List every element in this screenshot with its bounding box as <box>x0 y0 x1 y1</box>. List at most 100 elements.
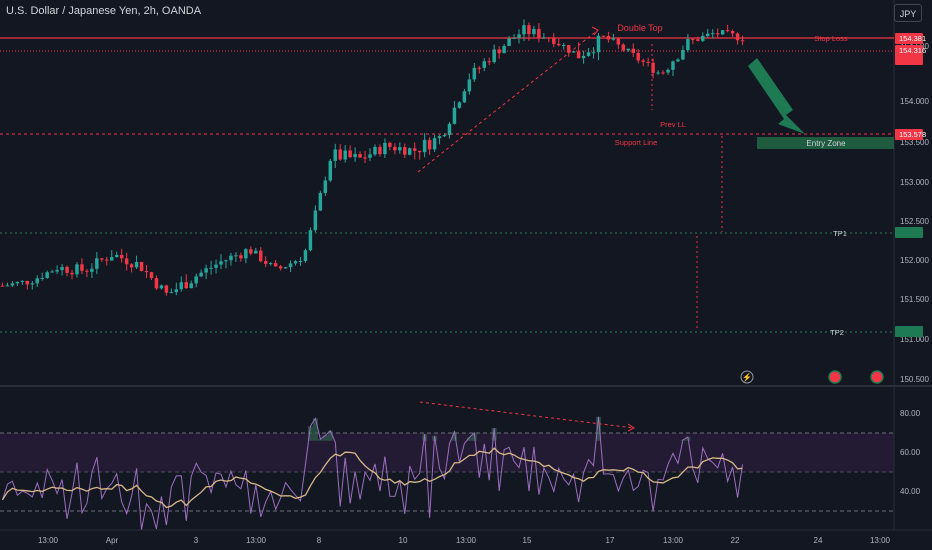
candle-body <box>114 254 119 258</box>
candle-body <box>348 150 352 158</box>
candle-body <box>691 39 695 41</box>
candle-body <box>393 146 397 151</box>
prev-ll-label: Prev LL <box>660 120 686 129</box>
candle-body <box>557 43 561 46</box>
candle-body <box>388 142 392 147</box>
candle-body <box>502 46 506 54</box>
candle-body <box>184 282 188 289</box>
candle-body <box>671 61 675 70</box>
price-tick: 153.000 <box>900 178 929 187</box>
candle-body <box>442 134 447 137</box>
rsi-divergence-arrow <box>627 423 635 432</box>
currency-button[interactable]: JPY <box>894 4 922 22</box>
candle-body <box>50 271 54 273</box>
time-tick: Apr <box>106 536 119 545</box>
candle-body <box>263 261 268 264</box>
event-icon[interactable] <box>870 370 884 384</box>
candle-body <box>437 136 442 139</box>
candle-body <box>110 257 114 261</box>
support-price-tag <box>895 129 923 140</box>
price-trend-line[interactable] <box>417 29 599 173</box>
candle-body <box>15 281 20 284</box>
candle-body <box>134 261 139 268</box>
candle-body <box>80 264 84 271</box>
candle-body <box>631 48 635 54</box>
candle-body <box>318 192 323 211</box>
time-tick: 3 <box>194 536 199 545</box>
candle-body <box>552 38 556 44</box>
candle-body <box>532 28 536 35</box>
candle-body <box>249 249 253 254</box>
candle-body <box>517 34 521 38</box>
rsi-tick: 60.00 <box>900 448 921 457</box>
candle-body <box>154 278 159 289</box>
candle-body <box>363 157 367 159</box>
candle-body <box>681 50 685 60</box>
trend-arrow-head <box>591 26 599 36</box>
candle-body <box>70 272 74 275</box>
candle-body <box>278 266 283 269</box>
candle-body <box>35 278 39 284</box>
time-tick: 13:00 <box>663 536 684 545</box>
candle-body <box>477 67 482 69</box>
candle-body <box>512 37 516 39</box>
candle-body <box>601 35 606 37</box>
candle-body <box>706 33 710 36</box>
symbol-title[interactable]: U.S. Dollar / Japanese Yen, 2h, OANDA <box>6 5 202 17</box>
stop-loss-label: Stop Loss <box>814 34 848 43</box>
candle-body <box>224 260 228 262</box>
candle-body <box>129 264 134 268</box>
candle-body <box>105 259 109 261</box>
price-tick: 154.000 <box>900 97 929 106</box>
candle-body <box>646 61 650 63</box>
candlestick-series <box>0 19 745 296</box>
candle-body <box>283 267 288 269</box>
candle-body <box>234 255 238 257</box>
candle-body <box>676 59 680 62</box>
candle-body <box>20 280 25 282</box>
candle-body <box>194 276 198 284</box>
candle-body <box>606 35 611 40</box>
candle-body <box>298 261 303 263</box>
candle-body <box>244 249 248 259</box>
lightning-icon[interactable] <box>740 370 754 384</box>
candle-body <box>204 268 208 273</box>
candle-body <box>651 62 655 73</box>
candle-body <box>507 38 511 47</box>
candle-body <box>701 35 705 41</box>
candle-body <box>422 139 427 153</box>
candle-body <box>621 44 626 51</box>
support-price: 153.578 <box>899 130 926 139</box>
candle-body <box>40 277 44 279</box>
candle-body <box>720 30 725 35</box>
event-icon[interactable] <box>828 370 842 384</box>
candle-body <box>527 25 531 35</box>
candle-body <box>576 51 581 59</box>
time-tick: 10 <box>399 536 408 545</box>
candle-body <box>65 266 69 273</box>
candle-body <box>447 123 452 135</box>
candle-body <box>353 154 357 158</box>
candle-body <box>636 53 640 61</box>
candle-body <box>581 55 586 59</box>
candle-body <box>268 263 273 265</box>
candle-body <box>100 258 104 260</box>
price-tick: 152.500 <box>900 217 929 226</box>
candle-body <box>710 33 715 35</box>
time-axis[interactable]: 13:00 Apr 3 13:00 8 10 13:00 15 17 13:00… <box>38 536 891 545</box>
tp1-label: TP1 <box>833 229 847 238</box>
candle-body <box>30 283 35 285</box>
candle-body <box>169 292 174 294</box>
time-tick: 24 <box>814 536 823 545</box>
candle-body <box>45 272 49 278</box>
rsi-axis[interactable]: 80.00 60.00 40.00 <box>900 409 921 496</box>
candle-body <box>189 283 193 289</box>
candle-body <box>313 210 318 231</box>
candle-body <box>561 45 566 47</box>
entry-zone-box[interactable] <box>757 137 894 149</box>
candle-body <box>467 79 472 92</box>
candle-body <box>174 289 179 293</box>
short-arrow[interactable] <box>748 58 805 134</box>
candle-body <box>427 139 432 150</box>
